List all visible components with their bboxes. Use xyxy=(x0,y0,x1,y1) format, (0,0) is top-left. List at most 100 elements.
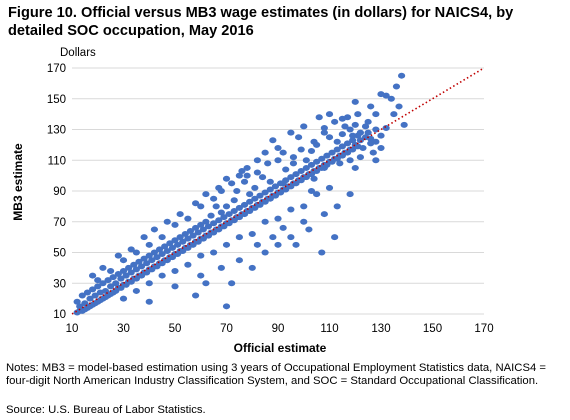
data-point xyxy=(240,178,249,185)
data-point xyxy=(158,260,166,267)
data-point xyxy=(179,247,187,254)
data-point xyxy=(274,157,282,164)
data-point xyxy=(274,215,282,222)
data-point xyxy=(222,203,231,210)
data-point xyxy=(253,157,261,164)
data-point xyxy=(148,257,156,264)
data-point xyxy=(220,214,228,221)
data-point xyxy=(279,180,287,187)
data-point xyxy=(310,175,318,182)
data-point xyxy=(176,211,184,218)
x-tick-label: 70 xyxy=(220,323,233,335)
data-point xyxy=(228,180,236,187)
data-point xyxy=(140,234,148,241)
data-point xyxy=(336,160,344,167)
data-point xyxy=(331,118,339,125)
data-point xyxy=(153,254,161,261)
data-point xyxy=(194,229,202,236)
data-point xyxy=(197,252,205,259)
data-point xyxy=(341,123,349,130)
data-point xyxy=(302,164,310,171)
data-point xyxy=(161,243,169,250)
data-point xyxy=(343,149,352,156)
data-point xyxy=(289,160,298,167)
data-point xyxy=(107,283,115,290)
x-tick-label: 50 xyxy=(169,323,182,335)
data-point xyxy=(148,266,156,273)
data-point xyxy=(331,234,339,241)
data-point xyxy=(251,195,259,202)
data-point xyxy=(313,191,321,198)
data-point xyxy=(346,126,354,133)
data-point xyxy=(271,192,280,199)
data-point xyxy=(192,292,200,299)
data-point xyxy=(349,137,357,144)
data-point xyxy=(225,211,233,218)
data-point xyxy=(269,234,277,241)
data-point xyxy=(261,218,269,225)
y-tick-label: 30 xyxy=(53,278,66,290)
data-point xyxy=(287,234,295,241)
data-point xyxy=(266,186,274,193)
data-point xyxy=(377,132,385,139)
data-point xyxy=(132,287,140,294)
x-tick-label: 110 xyxy=(320,323,338,335)
data-point xyxy=(179,238,187,245)
data-point xyxy=(261,149,269,156)
data-point xyxy=(184,215,192,222)
data-point xyxy=(356,129,364,136)
data-point xyxy=(94,277,102,284)
data-point xyxy=(150,249,158,256)
data-point xyxy=(199,235,207,242)
data-point xyxy=(287,129,295,136)
y-unit-label: Dollars xyxy=(60,47,96,59)
data-point xyxy=(99,264,107,271)
data-point xyxy=(171,237,179,244)
y-tick-labels: 10 30 50 70 90 110 130 150 170 xyxy=(47,63,66,321)
data-point xyxy=(292,241,300,248)
data-point xyxy=(96,297,104,304)
data-point xyxy=(271,183,280,190)
data-point xyxy=(210,195,218,202)
data-point xyxy=(279,149,287,156)
data-point xyxy=(356,137,364,144)
data-point xyxy=(215,217,223,224)
data-point xyxy=(197,203,205,210)
data-point xyxy=(274,144,282,151)
data-point xyxy=(117,284,125,291)
data-point xyxy=(127,278,135,285)
data-point xyxy=(346,191,354,198)
y-tick-label: 10 xyxy=(53,309,66,321)
data-point xyxy=(367,103,375,110)
data-point xyxy=(119,257,128,264)
data-point xyxy=(89,286,97,293)
data-point xyxy=(137,263,146,270)
data-point xyxy=(107,291,115,298)
data-point xyxy=(258,174,267,181)
data-point xyxy=(333,138,341,145)
data-point xyxy=(248,231,256,238)
data-point xyxy=(338,115,346,122)
data-point xyxy=(117,275,125,282)
data-point xyxy=(251,204,259,211)
data-point xyxy=(171,283,179,290)
data-point xyxy=(215,184,223,191)
data-point xyxy=(343,140,352,147)
data-point xyxy=(246,191,254,198)
data-point xyxy=(181,231,189,238)
chart-notes: Notes: MB3 = model-based estimation usin… xyxy=(6,362,546,388)
x-tick-label: 170 xyxy=(474,323,493,335)
data-point xyxy=(197,272,205,279)
data-point xyxy=(338,143,346,150)
data-point xyxy=(145,280,153,287)
data-point xyxy=(135,258,143,265)
y-tick-label: 50 xyxy=(53,248,66,260)
data-point xyxy=(315,114,323,121)
y-tick-label: 170 xyxy=(47,63,66,75)
data-point xyxy=(222,175,231,182)
data-point xyxy=(295,134,303,141)
data-point xyxy=(168,244,177,251)
data-point xyxy=(140,255,148,262)
data-point xyxy=(220,223,228,230)
